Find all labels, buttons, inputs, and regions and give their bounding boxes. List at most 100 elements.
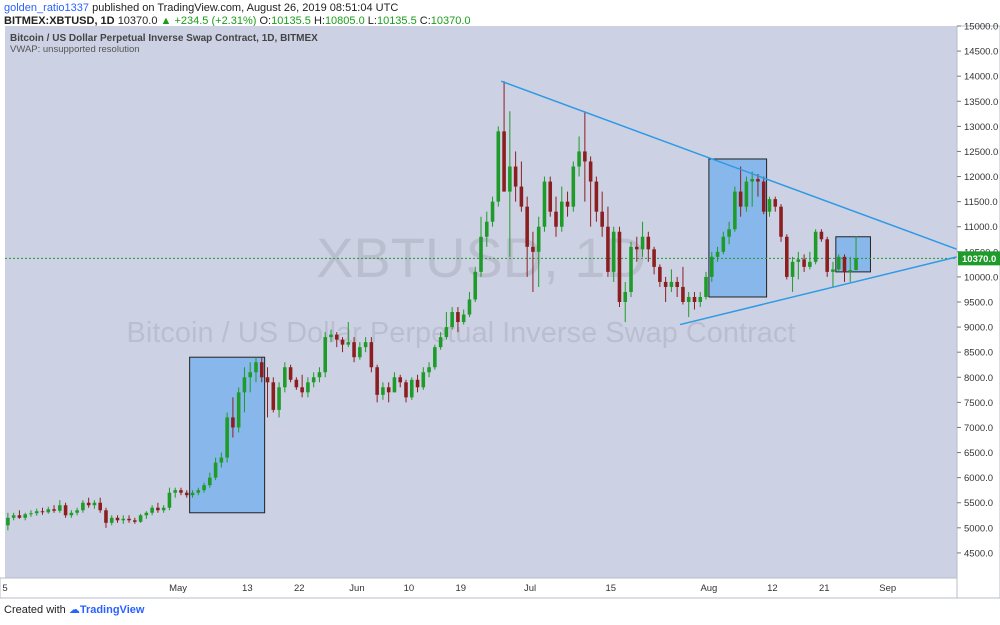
candle-body (29, 513, 33, 515)
candle (836, 254, 841, 272)
candle (681, 266, 685, 305)
y-tick-label: 5500.0 (964, 498, 993, 509)
tradingview-brand[interactable]: TradingView (79, 604, 145, 616)
candle (686, 291, 691, 318)
candle-body (23, 514, 27, 518)
candle (854, 236, 858, 271)
candle (750, 171, 754, 207)
candle-body (802, 259, 806, 267)
created-with-text: Created with (4, 604, 66, 616)
candle (421, 367, 426, 390)
chart-title: Bitcoin / US Dollar Perpetual Inverse Sw… (10, 33, 318, 44)
highlight-box (708, 158, 768, 298)
candle (271, 377, 276, 413)
candle (484, 211, 489, 247)
y-tick-label: 11000.0 (964, 222, 998, 233)
candle (796, 251, 801, 280)
candle (583, 111, 587, 202)
candle-body (727, 229, 731, 237)
candle (531, 231, 535, 292)
candle-body (450, 312, 454, 328)
candle (594, 176, 599, 222)
candle-body (646, 236, 651, 250)
y-tick-label: 8500.0 (964, 348, 993, 359)
candle-body (121, 518, 126, 521)
candle (69, 510, 74, 518)
candle-body (629, 246, 633, 292)
candle-body (190, 492, 195, 496)
x-tick-label: 10 (404, 583, 415, 594)
candle (121, 515, 126, 524)
candle-body (98, 502, 102, 511)
price-axis[interactable] (956, 25, 1000, 599)
candle (490, 196, 495, 227)
candle-body (467, 299, 472, 315)
close-value: 10370.0 (430, 15, 471, 27)
candle (363, 337, 368, 353)
candle-body (138, 515, 143, 522)
candle-body (571, 166, 576, 207)
author-link[interactable]: golden_ratio1337 (4, 2, 90, 14)
candle-body (219, 457, 224, 463)
candle (11, 512, 16, 521)
candle (288, 364, 293, 383)
candle-body (358, 347, 362, 358)
candle (300, 374, 304, 398)
candle-body (577, 151, 581, 167)
candle-body (369, 342, 374, 368)
candle (63, 502, 68, 518)
candle (727, 221, 731, 245)
y-tick-label: 10000.0 (964, 272, 998, 283)
candle-body (767, 199, 772, 212)
candle-body (248, 372, 253, 378)
candle (508, 111, 512, 257)
candle-body (663, 281, 668, 287)
candle-body (75, 510, 79, 513)
candle (433, 344, 437, 370)
candle-body (346, 342, 351, 345)
candle-body (854, 258, 858, 271)
candle (704, 271, 708, 300)
candle (248, 362, 253, 393)
candle-body (306, 382, 310, 393)
candle-body (813, 231, 818, 262)
candle-body (438, 337, 443, 348)
candle-body (288, 367, 293, 380)
candle-body (115, 517, 120, 521)
candle (144, 511, 149, 519)
candle (369, 337, 374, 373)
candle (213, 457, 218, 481)
candle-body (208, 477, 212, 486)
candle (254, 357, 258, 383)
candle (669, 269, 674, 292)
open-label: O: (259, 15, 272, 27)
x-tick-label: 5 (2, 583, 7, 594)
candle (329, 329, 333, 343)
candle (767, 196, 772, 217)
candle-body (634, 246, 639, 250)
candle-body (236, 392, 241, 428)
symbol-label: BITMEX:XBTUSD, 1D (4, 15, 115, 27)
candle (190, 490, 195, 498)
candle-body (196, 490, 201, 493)
candle (242, 367, 247, 413)
candle-body (808, 261, 812, 267)
candle (346, 322, 351, 348)
candle (196, 487, 201, 496)
candle (115, 515, 120, 523)
candle-body (63, 505, 68, 516)
candle (202, 482, 206, 493)
candle-body (404, 382, 408, 398)
candle (150, 505, 154, 516)
candle (611, 226, 616, 282)
candle-body (785, 236, 789, 277)
candle (779, 204, 783, 242)
candle-body (623, 291, 628, 302)
candle (519, 161, 524, 212)
y-tick-label: 4500.0 (964, 548, 993, 559)
high-label: H: (313, 15, 325, 27)
candle (819, 229, 824, 242)
candle (461, 309, 466, 325)
time-axis[interactable] (0, 577, 958, 599)
